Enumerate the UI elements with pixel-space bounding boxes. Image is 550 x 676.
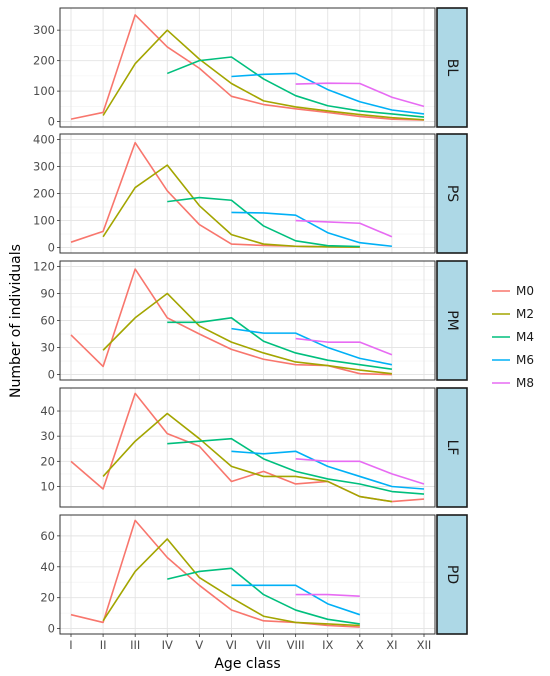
x-tick-label: IX (322, 638, 333, 652)
series-line-m8-pd (295, 593, 360, 597)
series-line-m0-pd (70, 519, 360, 628)
y-tick-label: 30 (40, 429, 55, 443)
series-line-m0-bl (70, 14, 425, 121)
y-tick-label: 60 (40, 314, 55, 328)
y-tick-label: 0 (48, 368, 55, 382)
facet-strip (436, 7, 468, 128)
legend: M0 M2 M4 M6 M8 (492, 284, 534, 390)
y-tick-label: 400 (33, 132, 55, 146)
panel-lf: 10 20 30 40 LF (40, 387, 468, 508)
series-line-m4-lf (167, 437, 425, 495)
panel-ps: 0 100 200 300 400 PS (33, 132, 468, 255)
y-tick-label: 100 (33, 214, 55, 228)
x-tick-label: XII (417, 638, 432, 652)
panel-bl: 0 100 200 300 BL (33, 7, 468, 129)
x-tick-label: III (130, 638, 140, 652)
facet-strip-label: PM (444, 310, 460, 331)
panel-border (59, 387, 436, 508)
legend-label: M0 (516, 284, 534, 298)
legend-item-m4: M4 (492, 330, 534, 344)
series-line-m8-pm (295, 337, 393, 356)
series-line-m2-bl (102, 29, 425, 121)
legend-label: M8 (516, 376, 534, 390)
y-tick-label: 300 (33, 23, 55, 37)
facet-strip (436, 387, 468, 508)
legend-label: M6 (516, 353, 534, 367)
x-tick-label: IV (162, 638, 173, 652)
y-tick-label: 200 (33, 54, 55, 68)
series-line-m6-bl (231, 72, 425, 115)
y-tick-label: 0 (48, 622, 55, 636)
y-tick-label: 300 (33, 159, 55, 173)
series-line-m4-bl (166, 56, 425, 118)
y-tick-label: 10 (40, 479, 55, 493)
y-tick-label: 60 (40, 529, 55, 543)
facet-strip (436, 514, 468, 635)
panel-border (59, 260, 436, 381)
y-tick-label: 90 (40, 286, 55, 300)
legend-item-m8: M8 (492, 376, 534, 390)
panel-pm: 0 30 60 90 120 PM (33, 259, 468, 382)
facet-strip-label: BL (444, 59, 460, 77)
series-line-m0-lf (70, 392, 425, 503)
series-line-m6-ps (231, 211, 392, 248)
y-tick-label: 0 (48, 115, 55, 129)
x-tick-label: X (356, 638, 364, 652)
panel-border (59, 7, 436, 128)
facet-strip (436, 260, 468, 381)
y-axis-title: Number of individuals (8, 244, 24, 398)
series-line-m2-pm (102, 292, 392, 375)
series-line-m6-lf (231, 450, 425, 490)
legend-item-m0: M0 (492, 284, 534, 298)
legend-item-m6: M6 (492, 353, 534, 367)
y-tick-label: 30 (40, 341, 55, 355)
x-tick-label: VI (226, 638, 237, 652)
legend-item-m2: M2 (492, 307, 534, 321)
series-line-m4-pm (167, 316, 393, 370)
panel-border (59, 514, 436, 635)
series-line-m2-lf (102, 412, 393, 503)
series-line-m2-pd (102, 538, 360, 627)
series-line-m8-lf (295, 458, 425, 485)
series-line-m2-ps (102, 164, 360, 248)
series-line-m0-ps (70, 141, 360, 248)
series-line-m4-ps (167, 196, 360, 248)
y-tick-label: 40 (40, 404, 55, 418)
x-tick-label: XI (386, 638, 397, 652)
x-axis-title: Age class (214, 656, 280, 672)
facet-strip-label: PS (444, 185, 460, 202)
y-tick-label: 40 (40, 560, 55, 574)
facet-strip-label: LF (444, 440, 460, 456)
x-tick-label: VII (256, 638, 271, 652)
y-tick-label: 0 (48, 241, 55, 255)
x-tick-label: II (100, 638, 107, 652)
x-tick-label: VIII (287, 638, 305, 652)
facet-strip-label: PD (444, 565, 460, 584)
series-line-m0-pm (70, 268, 392, 376)
facet-strip (436, 133, 468, 254)
panels-group: 0100200300BL0100200300400PS0306090120PM1… (33, 7, 468, 652)
series-line-m8-bl (295, 82, 425, 108)
y-tick-label: 100 (33, 84, 55, 98)
series-line-m6-pd (231, 584, 361, 616)
legend-label: M2 (516, 307, 534, 321)
y-tick-label: 120 (33, 259, 55, 273)
series-line-m8-ps (295, 219, 393, 238)
x-tick-label: I (69, 638, 72, 652)
y-tick-label: 20 (40, 591, 55, 605)
legend-label: M4 (516, 330, 534, 344)
panel-border (59, 133, 436, 254)
y-tick-label: 200 (33, 187, 55, 201)
x-tick-label: V (195, 638, 203, 652)
series-line-m4-pd (167, 567, 360, 625)
y-tick-label: 20 (40, 454, 55, 468)
